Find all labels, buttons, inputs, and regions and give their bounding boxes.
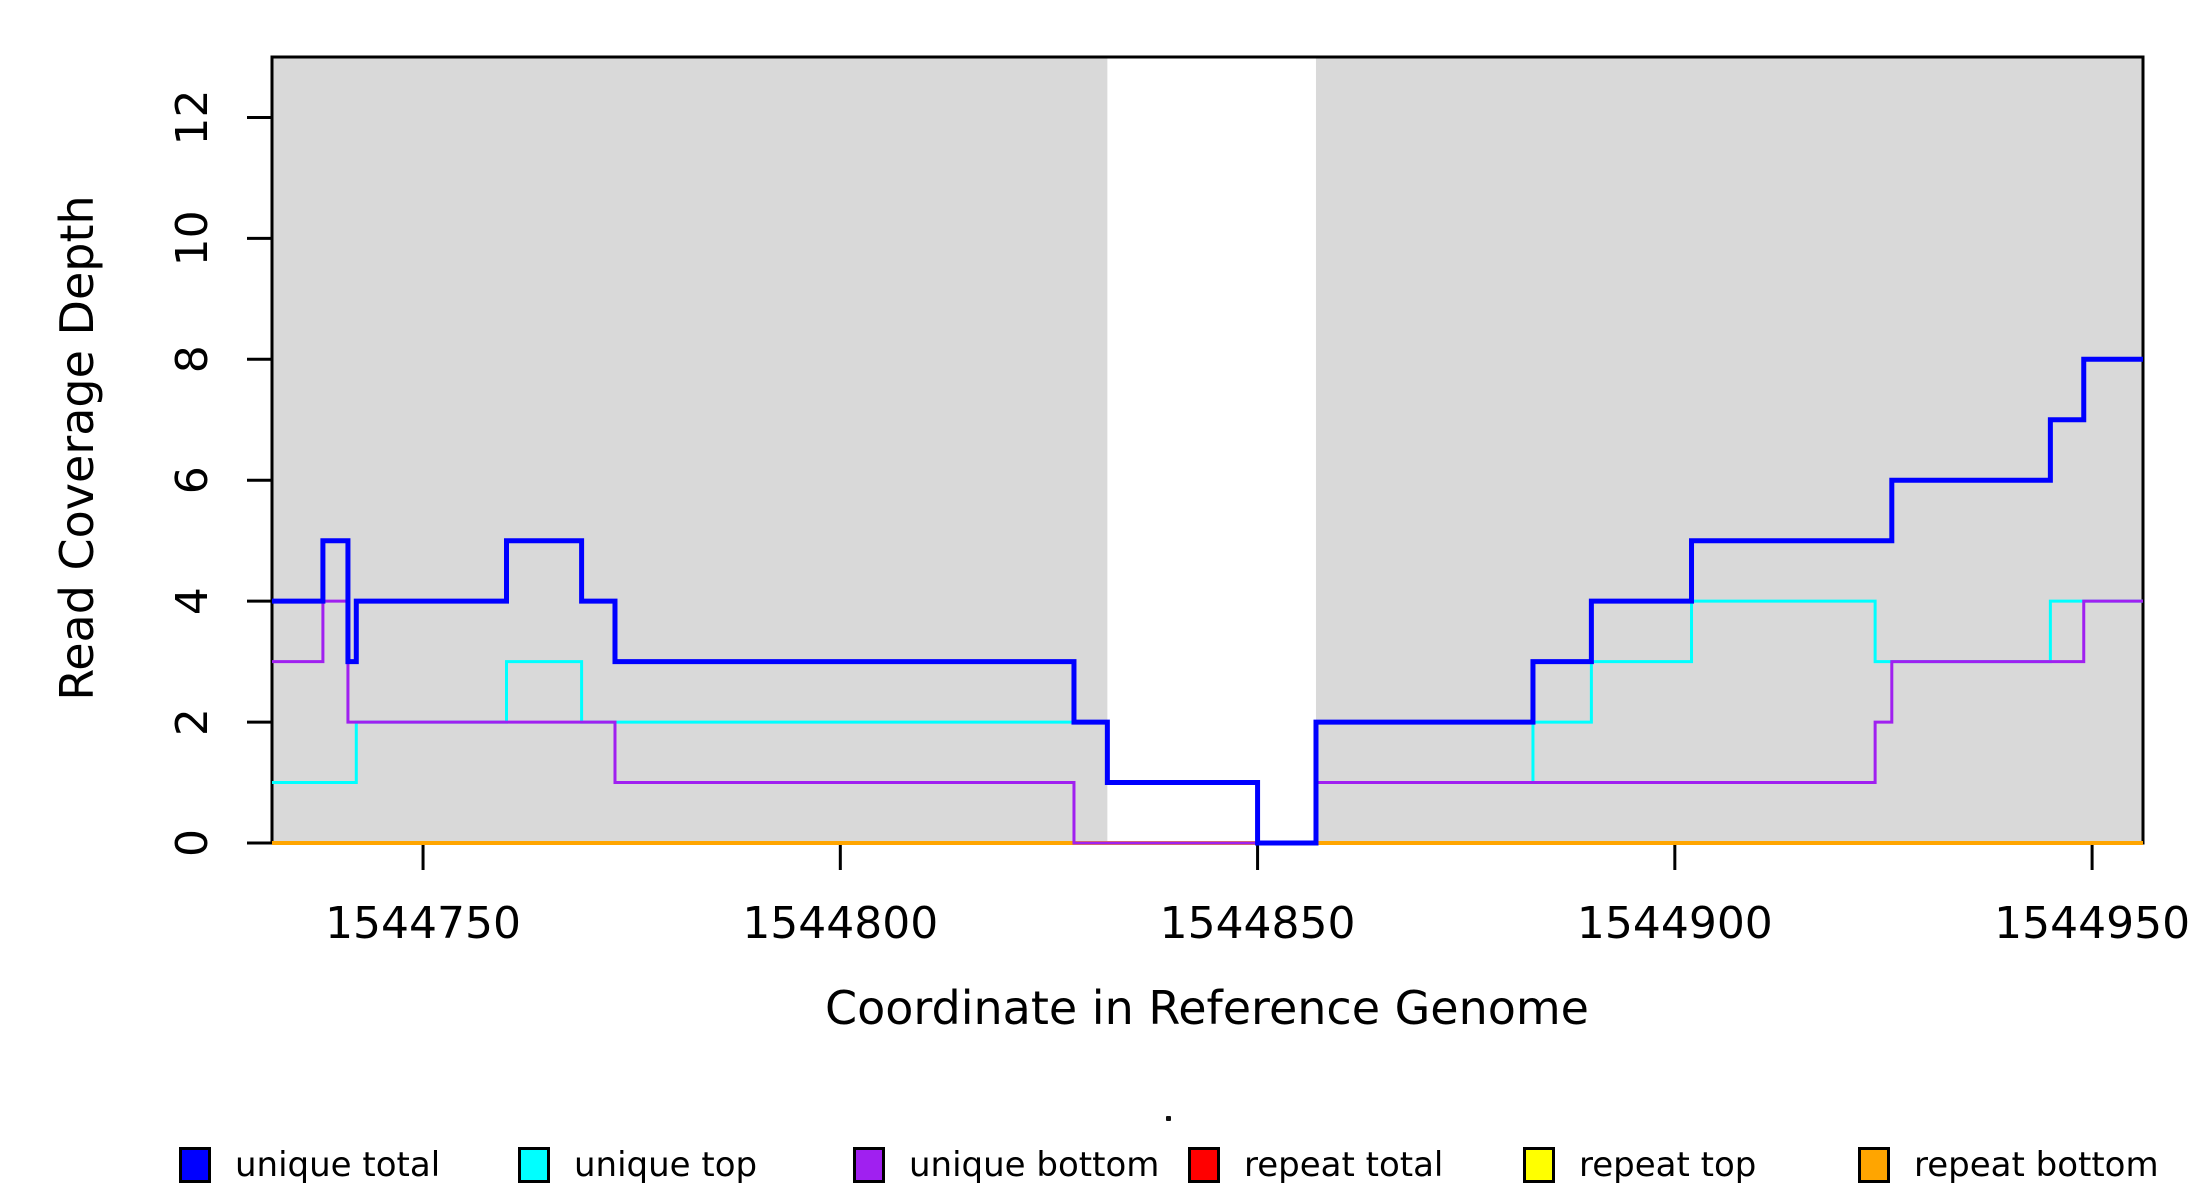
x-axis-title: Coordinate in Reference Genome (825, 981, 1589, 1035)
shaded-region (1315, 57, 2143, 843)
x-tick-label: 1544750 (325, 898, 521, 949)
y-tick-label: 8 (167, 345, 218, 373)
x-tick-label: 1544950 (1994, 898, 2190, 949)
y-tick-label: 12 (167, 89, 218, 145)
y-tick-label: 6 (167, 466, 218, 494)
stray-mark (1166, 1116, 1171, 1121)
y-tick-label: 2 (167, 708, 218, 736)
x-tick-label: 1544800 (742, 898, 938, 949)
y-tick-label: 10 (167, 210, 218, 266)
x-tick-label: 1544850 (1160, 898, 1356, 949)
series-line-unique-total (272, 356, 2143, 846)
y-axis-title: Read Coverage Depth (50, 195, 104, 701)
y-tick-label: 0 (167, 829, 218, 857)
x-tick-label: 1544900 (1577, 898, 1773, 949)
shaded-region (272, 57, 1108, 843)
y-tick-label: 4 (167, 587, 218, 615)
series-line-unique-bottom (272, 599, 2143, 845)
